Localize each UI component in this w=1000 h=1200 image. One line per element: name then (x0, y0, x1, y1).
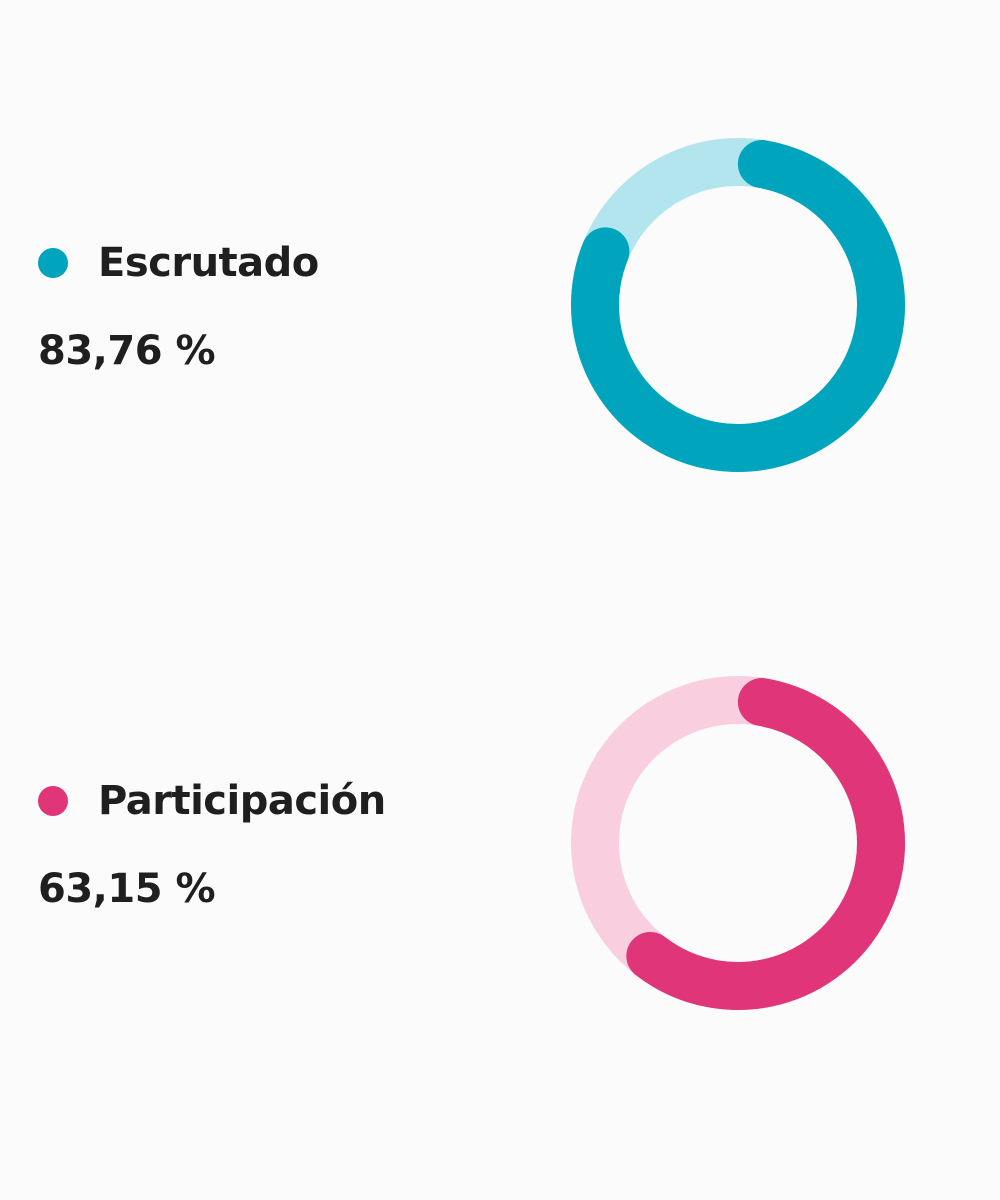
escrutado-donut-value-arc (571, 138, 905, 472)
participacion-value: 63,15 % (38, 866, 216, 912)
escrutado-donut-chart (571, 138, 905, 472)
participacion-legend-dot (38, 786, 68, 816)
escrutado-legend: Escrutado (38, 239, 319, 287)
participacion-donut-chart (571, 676, 905, 1010)
participacion-label: Participación (98, 778, 386, 824)
escrutado-stat: Escrutado 83,76 % (0, 135, 1000, 475)
participacion-legend: Participación (38, 777, 386, 825)
escrutado-label: Escrutado (98, 240, 319, 286)
participacion-donut-value-arc (571, 676, 905, 1010)
participacion-stat: Participación 63,15 % (0, 673, 1000, 1013)
escrutado-legend-dot (38, 248, 68, 278)
escrutado-value: 83,76 % (38, 328, 216, 374)
